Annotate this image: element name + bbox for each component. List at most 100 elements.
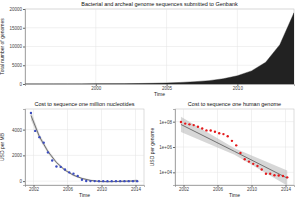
y-tick: 0 — [19, 82, 25, 87]
x-axis-title: Time — [154, 91, 165, 97]
point — [205, 129, 207, 131]
tick-mark — [23, 84, 25, 85]
y-axis-title: USD per MB — [0, 132, 5, 161]
x-tick: 2010 — [247, 185, 258, 192]
tick-label: 10000 — [9, 44, 22, 49]
point — [210, 129, 212, 131]
grid-line — [25, 155, 144, 156]
point — [261, 168, 263, 170]
tick-mark — [23, 47, 25, 48]
point — [180, 121, 182, 123]
tick-label: 2002 — [179, 187, 190, 192]
tick-label: 2006 — [63, 187, 74, 192]
axis-line — [173, 110, 176, 186]
tick-mark — [173, 172, 175, 173]
point — [244, 158, 246, 160]
title: Cost to sequence one human genome — [188, 101, 281, 107]
point — [265, 173, 267, 175]
x-tick: 2006 — [63, 185, 74, 192]
point — [60, 166, 62, 168]
point — [201, 127, 203, 129]
y-tick: 1e+08 — [159, 120, 175, 125]
point — [72, 172, 74, 174]
y-tick: 0 — [19, 179, 25, 184]
figure: 20002005201005000100001500020000Bacteria… — [0, 0, 300, 200]
point — [119, 180, 121, 182]
point — [235, 144, 237, 146]
grid-line — [175, 147, 294, 148]
x-tick: 2010 — [97, 185, 108, 192]
y-tick: 15000 — [9, 26, 25, 31]
x-tick: 2006 — [213, 185, 224, 192]
point — [239, 152, 241, 154]
x-axis-title: Time — [229, 192, 240, 198]
y-axis: 0 5000 10000 15000 20000 — [9, 7, 25, 87]
grid — [25, 109, 144, 185]
chart: 2002 2006 2010 2014 1e+04 1e+06 1e+08 Cost to s… — [149, 101, 295, 198]
tick-label: 1e+04 — [159, 170, 172, 175]
point — [136, 180, 138, 182]
y-tick: 2000 — [12, 153, 25, 158]
point — [115, 180, 117, 182]
x-tick: 2002 — [179, 185, 190, 192]
tick-label: 5000 — [12, 63, 23, 68]
point — [128, 180, 130, 182]
y-tick: 10000 — [9, 44, 25, 49]
axis-line — [23, 110, 26, 186]
fit-line — [181, 124, 287, 178]
point — [51, 159, 53, 161]
point — [47, 151, 49, 153]
point — [106, 180, 108, 182]
plot-frame — [25, 9, 294, 84]
fit-band — [181, 117, 287, 185]
axis-line — [26, 186, 145, 188]
x-tick: 2010 — [233, 84, 244, 91]
tick-label: 2002 — [29, 187, 40, 192]
point — [248, 160, 250, 162]
tick-label: 2010 — [247, 187, 258, 192]
point — [132, 180, 134, 182]
grid-line — [101, 109, 102, 185]
axis-line — [26, 85, 295, 87]
point — [252, 163, 254, 165]
point — [94, 180, 96, 182]
tick-label: 1e+06 — [159, 145, 172, 150]
tick-label: 2006 — [213, 187, 224, 192]
fit-line — [31, 115, 137, 181]
point — [256, 165, 258, 167]
tick-label: 2014 — [131, 187, 142, 192]
point — [98, 180, 100, 182]
y-tick: 1e+04 — [159, 170, 175, 175]
grid-line — [25, 9, 294, 10]
point — [188, 123, 190, 125]
point — [278, 174, 280, 176]
tick-label: 0 — [19, 179, 22, 184]
point — [55, 165, 57, 167]
point — [273, 174, 275, 176]
point — [89, 180, 91, 182]
chart: 2002200620102014020004000Cost to sequenc… — [0, 101, 145, 198]
grid-line — [67, 109, 68, 185]
area — [25, 13, 294, 84]
point — [64, 168, 66, 170]
grid-line — [25, 46, 294, 47]
tick-mark — [23, 28, 25, 29]
point — [111, 180, 113, 182]
plot-frame — [25, 109, 144, 185]
grid-line — [25, 129, 144, 130]
x-tick: 2014 — [131, 185, 142, 192]
title: Cost to sequence one million nucleotides — [35, 101, 135, 107]
point — [214, 130, 216, 132]
tick-label: 2014 — [281, 187, 292, 192]
point — [34, 130, 36, 132]
axis-line — [176, 186, 295, 188]
tick-label: 2010 — [233, 86, 244, 91]
tick-mark — [23, 130, 25, 131]
y-tick: 5000 — [12, 63, 25, 68]
title: Bacterial and archeal genome sequences s… — [81, 1, 238, 7]
y-axis-title: Total number of genomes — [0, 18, 5, 75]
point — [197, 125, 199, 127]
tick-label: 20000 — [9, 7, 22, 12]
grid — [25, 9, 294, 84]
tick-mark — [173, 147, 175, 148]
